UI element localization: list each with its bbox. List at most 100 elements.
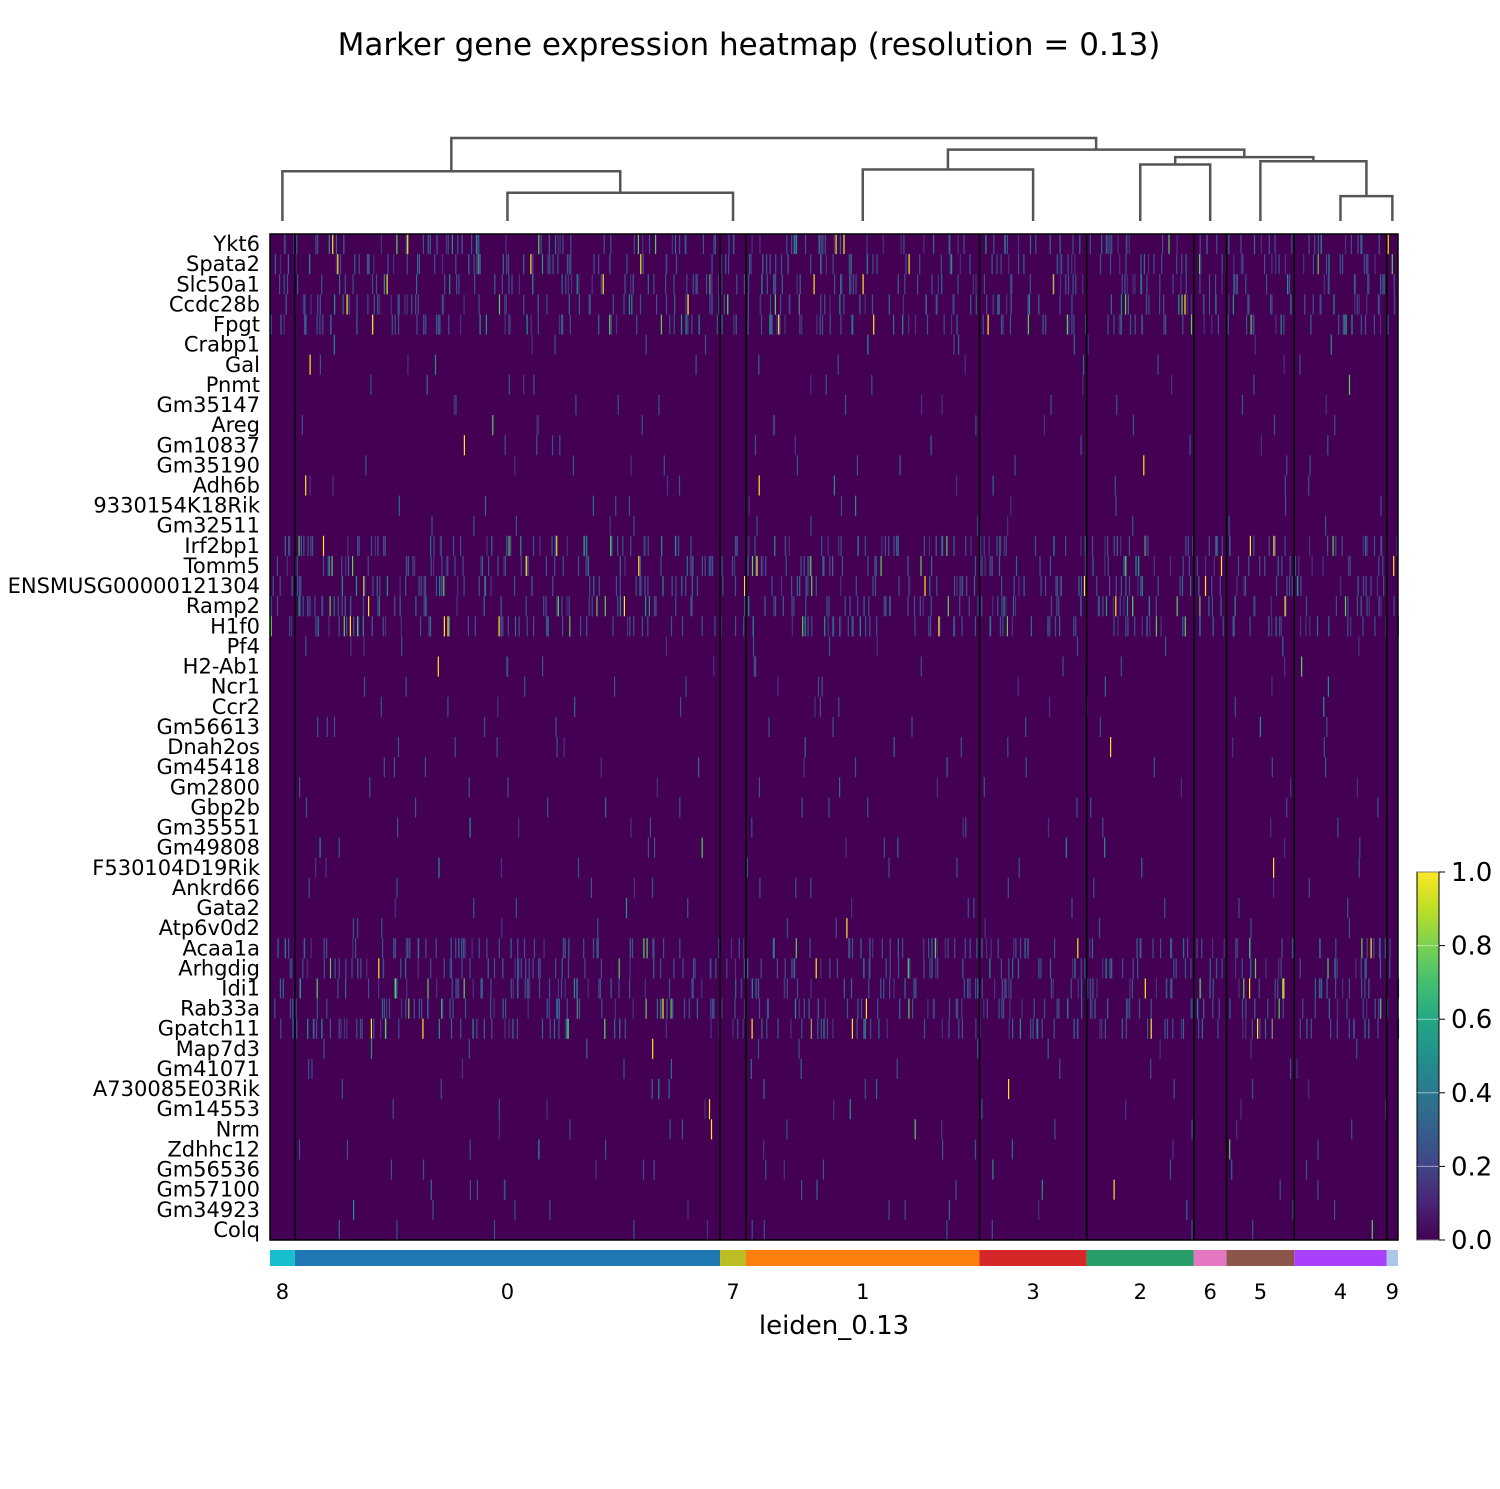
expression-stripe: [380, 1018, 382, 1039]
expression-stripe: [1266, 274, 1268, 295]
expression-stripe: [311, 1058, 313, 1079]
expression-stripe: [799, 314, 801, 335]
expression-stripe: [548, 998, 550, 1019]
expression-stripe: [937, 274, 939, 295]
expression-stripe: [854, 757, 857, 778]
expression-stripe: [1150, 998, 1152, 1019]
expression-stripe: [426, 374, 428, 395]
expression-stripe: [1169, 1159, 1171, 1180]
expression-stripe: [1362, 535, 1364, 556]
expression-stripe: [757, 978, 760, 999]
expression-stripe: [784, 958, 786, 979]
expression-stripe: [758, 354, 760, 375]
expression-stripe: [565, 1018, 567, 1039]
expression-stripe: [617, 535, 619, 556]
expression-stripe: [961, 998, 963, 1019]
expression-stripe: [675, 596, 677, 617]
expression-stripe: [1143, 455, 1145, 476]
expression-stripe: [1391, 254, 1393, 275]
expression-stripe: [1314, 234, 1316, 255]
expression-stripe: [1170, 938, 1172, 959]
expression-stripe: [433, 555, 435, 576]
expression-stripe: [1240, 1099, 1242, 1120]
expression-stripe: [546, 998, 548, 1019]
expression-stripe: [566, 254, 568, 275]
expression-stripe: [822, 234, 824, 255]
expression-stripe: [1017, 676, 1019, 697]
expression-stripe: [1376, 576, 1378, 597]
expression-stripe: [1342, 314, 1344, 335]
expression-stripe: [558, 1018, 560, 1039]
expression-stripe: [1061, 254, 1063, 275]
expression-stripe: [946, 1219, 948, 1240]
expression-stripe: [1125, 234, 1127, 255]
expression-stripe: [399, 576, 401, 597]
expression-stripe: [685, 676, 687, 697]
expression-stripe: [1328, 616, 1330, 637]
expression-stripe: [354, 254, 356, 275]
dendrogram-link: [1259, 159, 1368, 221]
expression-stripe: [644, 576, 646, 597]
expression-stripe: [370, 374, 372, 395]
expression-stripe: [573, 978, 575, 999]
gene-label: Areg: [211, 413, 260, 437]
expression-stripe: [1305, 616, 1307, 637]
expression-stripe: [1009, 998, 1011, 1019]
expression-stripe: [1116, 395, 1118, 416]
expression-stripe: [666, 475, 669, 496]
expression-stripe: [851, 938, 854, 959]
expression-stripe: [339, 274, 341, 295]
expression-stripe: [1380, 596, 1382, 617]
expression-stripe: [298, 596, 300, 617]
expression-stripe: [1240, 254, 1243, 275]
expression-stripe: [615, 314, 618, 335]
expression-stripe: [574, 696, 576, 717]
expression-stripe: [1077, 978, 1079, 999]
expression-stripe: [815, 958, 817, 979]
expression-stripe: [300, 535, 302, 556]
expression-stripe: [1116, 535, 1118, 556]
expression-stripe: [1110, 958, 1112, 979]
expression-stripe: [875, 555, 877, 576]
expression-stripe: [850, 274, 852, 295]
expression-stripe: [717, 274, 720, 295]
expression-stripe: [1036, 1018, 1038, 1039]
expression-stripe: [947, 938, 949, 959]
expression-stripe: [747, 294, 750, 315]
expression-stripe: [585, 555, 587, 576]
expression-stripe: [1011, 274, 1013, 295]
expression-stripe: [807, 616, 809, 637]
expression-stripe: [852, 274, 854, 295]
expression-stripe: [1072, 234, 1074, 255]
expression-stripe: [796, 274, 798, 295]
cluster-color-segment: [1193, 1250, 1227, 1266]
expression-stripe: [1353, 1018, 1355, 1039]
expression-stripe: [348, 294, 350, 315]
expression-stripe: [919, 596, 921, 617]
expression-stripe: [937, 958, 939, 979]
expression-stripe: [1182, 1018, 1185, 1039]
expression-stripe: [1125, 294, 1127, 315]
expression-stripe: [771, 314, 773, 335]
expression-stripe: [754, 535, 756, 556]
expression-stripe: [900, 234, 902, 255]
expression-stripe: [1068, 314, 1070, 335]
expression-stripe: [1327, 958, 1329, 979]
expression-stripe: [796, 455, 798, 476]
expression-stripe: [986, 938, 988, 959]
expression-stripe: [748, 274, 750, 295]
expression-stripe: [310, 294, 312, 315]
expression-stripe: [462, 555, 464, 576]
expression-stripe: [1322, 555, 1324, 576]
expression-stripe: [1328, 998, 1330, 1019]
expression-stripe: [1299, 1018, 1301, 1039]
expression-stripe: [1334, 415, 1336, 436]
expression-stripe: [298, 576, 301, 597]
expression-stripe: [1384, 938, 1386, 959]
expression-stripe: [1246, 314, 1248, 335]
expression-stripe: [455, 978, 457, 999]
expression-stripe: [421, 998, 423, 1019]
expression-stripe: [537, 294, 539, 315]
expression-stripe: [490, 576, 492, 597]
expression-stripe: [1180, 1018, 1183, 1039]
